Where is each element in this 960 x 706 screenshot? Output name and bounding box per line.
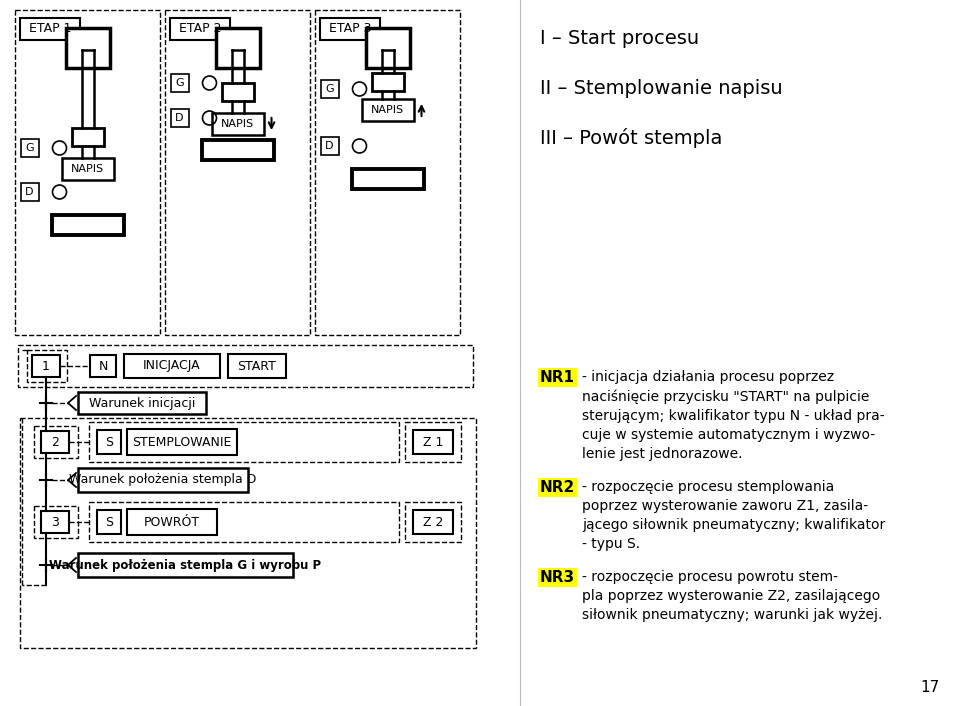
Text: STEMPLOWANIE: STEMPLOWANIE [132, 436, 231, 448]
Bar [228, 354, 286, 378]
Bar [41, 511, 69, 533]
Bar [321, 137, 339, 155]
Bar [27, 350, 67, 382]
Bar [78, 468, 248, 492]
Bar [413, 430, 453, 454]
Bar [41, 431, 69, 453]
Bar [71, 128, 104, 146]
Bar [215, 28, 259, 68]
Text: NAPIS: NAPIS [71, 164, 104, 174]
Text: S: S [105, 436, 113, 448]
Text: START: START [237, 359, 276, 373]
Text: ETAP 3: ETAP 3 [328, 23, 372, 35]
Bar [89, 502, 399, 542]
Text: II – Stemplowanie napisu: II – Stemplowanie napisu [540, 78, 782, 97]
Bar [124, 354, 220, 378]
Bar [405, 502, 461, 542]
Text: - rozpoczęcie procesu powrotu stem-
pla poprzez wysterowanie Z2, zasilającego
si: - rozpoczęcie procesu powrotu stem- pla … [582, 570, 882, 622]
Bar [65, 28, 109, 68]
Bar [362, 99, 414, 121]
Bar [171, 109, 188, 127]
Bar [32, 355, 60, 377]
Text: Z 2: Z 2 [422, 515, 444, 529]
Bar [405, 422, 461, 462]
Text: NAPIS: NAPIS [371, 105, 404, 115]
Text: S: S [105, 515, 113, 529]
Text: - inicjacja działania procesu poprzez
naciśnięcie przycisku "START" na pulpicie
: - inicjacja działania procesu poprzez na… [582, 370, 884, 460]
Text: 3: 3 [51, 515, 59, 529]
Bar [372, 73, 403, 91]
Text: INICJACJA: INICJACJA [143, 359, 201, 373]
Bar [90, 355, 116, 377]
Bar [89, 422, 399, 462]
Bar [61, 158, 113, 180]
Text: 1: 1 [42, 359, 50, 373]
Bar [165, 10, 310, 335]
Bar [78, 553, 293, 577]
Bar [171, 74, 188, 92]
Bar [366, 28, 410, 68]
Bar [321, 80, 339, 98]
Bar [351, 169, 423, 189]
Text: - rozpoczęcie procesu stemplowania
poprzez wysterowanie zaworu Z1, zasila-
jąceg: - rozpoczęcie procesu stemplowania poprz… [582, 480, 885, 551]
Text: NR1: NR1 [540, 370, 575, 385]
Text: G: G [325, 84, 334, 94]
Text: ETAP 1: ETAP 1 [29, 23, 71, 35]
Bar [97, 430, 121, 454]
Bar [127, 509, 217, 535]
Bar [20, 183, 38, 201]
Text: III – Powót stempla: III – Powót stempla [540, 128, 722, 148]
Text: 2: 2 [51, 436, 59, 448]
Bar [211, 113, 263, 135]
Bar [127, 429, 237, 455]
Text: POWRÓT: POWRÓT [144, 515, 200, 529]
Bar [315, 10, 460, 335]
Bar [320, 18, 380, 40]
Bar [413, 510, 453, 534]
Text: ETAP 2: ETAP 2 [179, 23, 221, 35]
Bar [20, 18, 80, 40]
Text: N: N [98, 359, 108, 373]
Bar [34, 506, 78, 538]
Text: D: D [25, 187, 34, 197]
Text: Warunek położenia stempla D: Warunek położenia stempla D [69, 474, 256, 486]
Text: Warunek inicjacji: Warunek inicjacji [89, 397, 195, 409]
Text: I – Start procesu: I – Start procesu [540, 28, 699, 47]
Bar [34, 426, 78, 458]
Text: Warunek położenia stempla G i wyrobu P: Warunek położenia stempla G i wyrobu P [49, 558, 322, 571]
Text: Z 1: Z 1 [422, 436, 444, 448]
Text: G: G [25, 143, 34, 153]
Bar [222, 83, 253, 101]
Bar [97, 510, 121, 534]
Text: NAPIS: NAPIS [221, 119, 254, 129]
Bar [170, 18, 230, 40]
Bar [20, 418, 476, 648]
Bar [15, 10, 160, 335]
Bar [18, 345, 473, 387]
Text: D: D [176, 113, 183, 123]
Text: 17: 17 [921, 680, 940, 695]
Bar [78, 392, 206, 414]
Text: NR3: NR3 [540, 570, 575, 585]
Bar [52, 215, 124, 235]
Text: D: D [325, 141, 334, 151]
Bar [20, 139, 38, 157]
Text: NR2: NR2 [540, 480, 575, 495]
Bar [202, 140, 274, 160]
Text: G: G [175, 78, 183, 88]
